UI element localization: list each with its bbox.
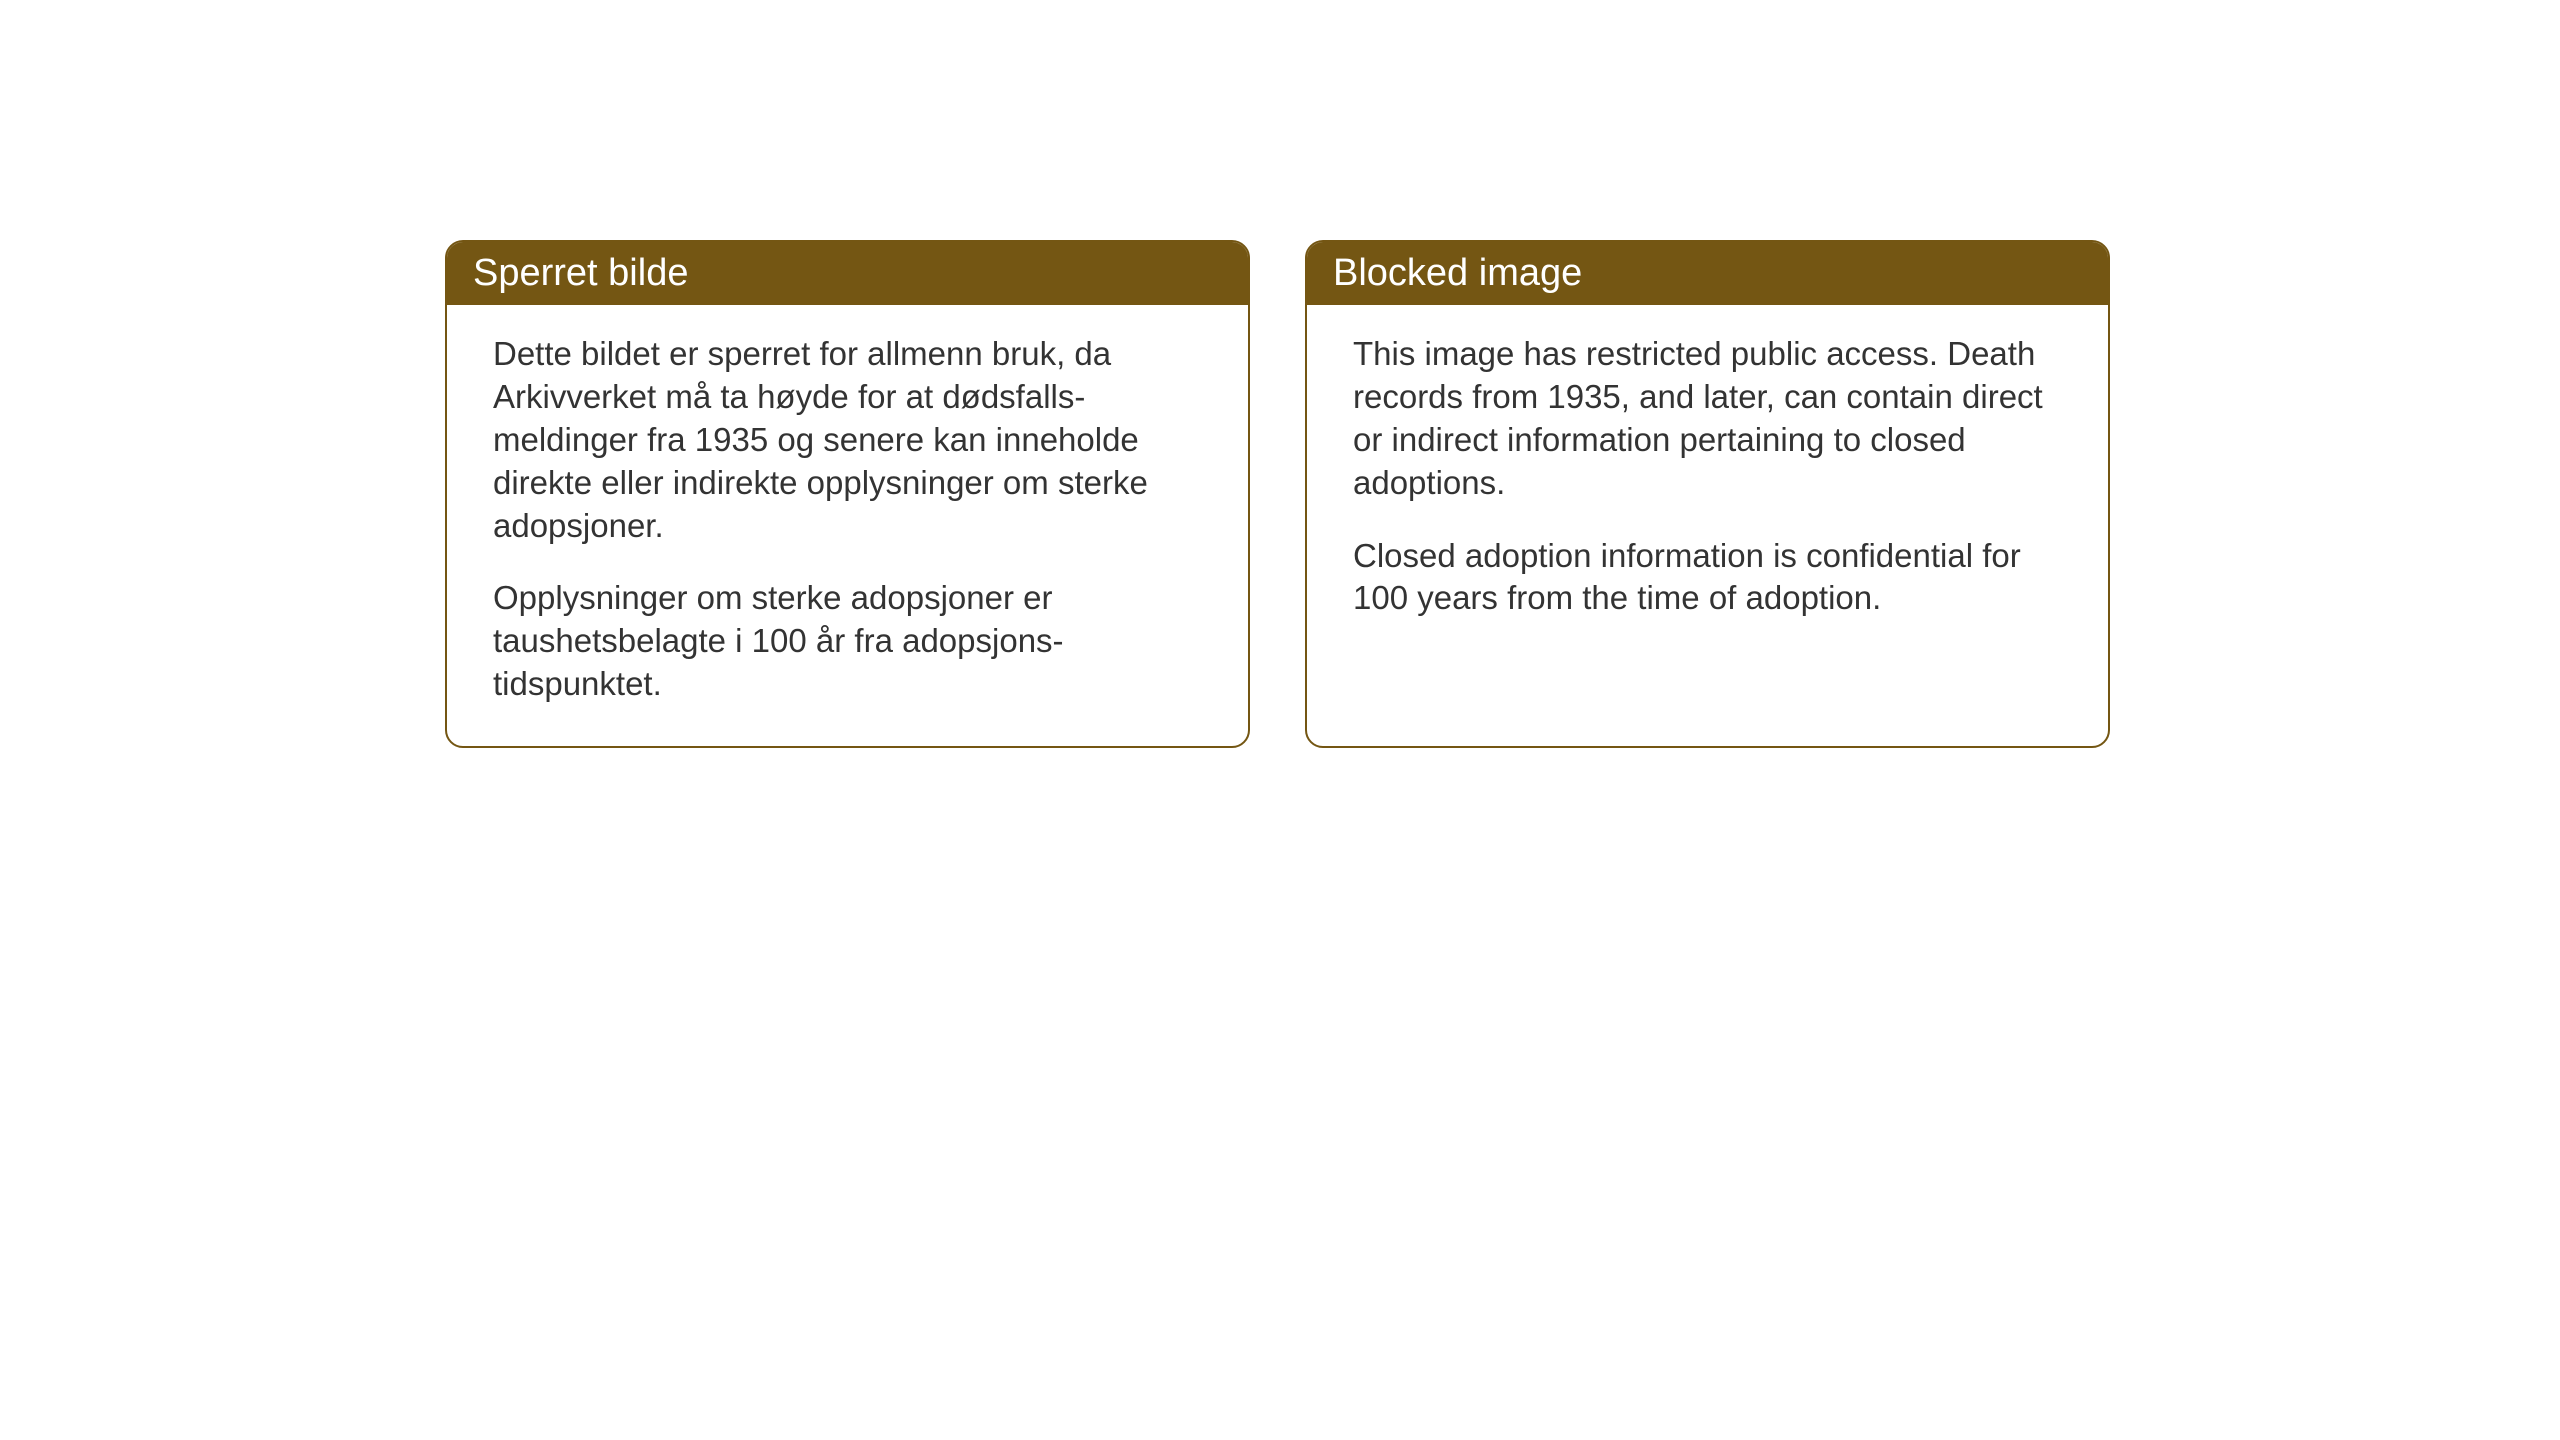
card-body-norwegian: Dette bildet er sperret for allmenn bruk… (447, 305, 1248, 746)
card-header-norwegian: Sperret bilde (447, 242, 1248, 305)
card-body-english: This image has restricted public access.… (1307, 305, 2108, 660)
card-paragraph-norwegian-2: Opplysninger om sterke adopsjoner er tau… (493, 577, 1202, 706)
card-paragraph-norwegian-1: Dette bildet er sperret for allmenn bruk… (493, 333, 1202, 547)
blocked-image-card-norwegian: Sperret bilde Dette bildet er sperret fo… (445, 240, 1250, 748)
card-header-english: Blocked image (1307, 242, 2108, 305)
card-paragraph-english-2: Closed adoption information is confident… (1353, 535, 2062, 621)
card-container: Sperret bilde Dette bildet er sperret fo… (0, 0, 2560, 748)
card-paragraph-english-1: This image has restricted public access.… (1353, 333, 2062, 505)
blocked-image-card-english: Blocked image This image has restricted … (1305, 240, 2110, 748)
